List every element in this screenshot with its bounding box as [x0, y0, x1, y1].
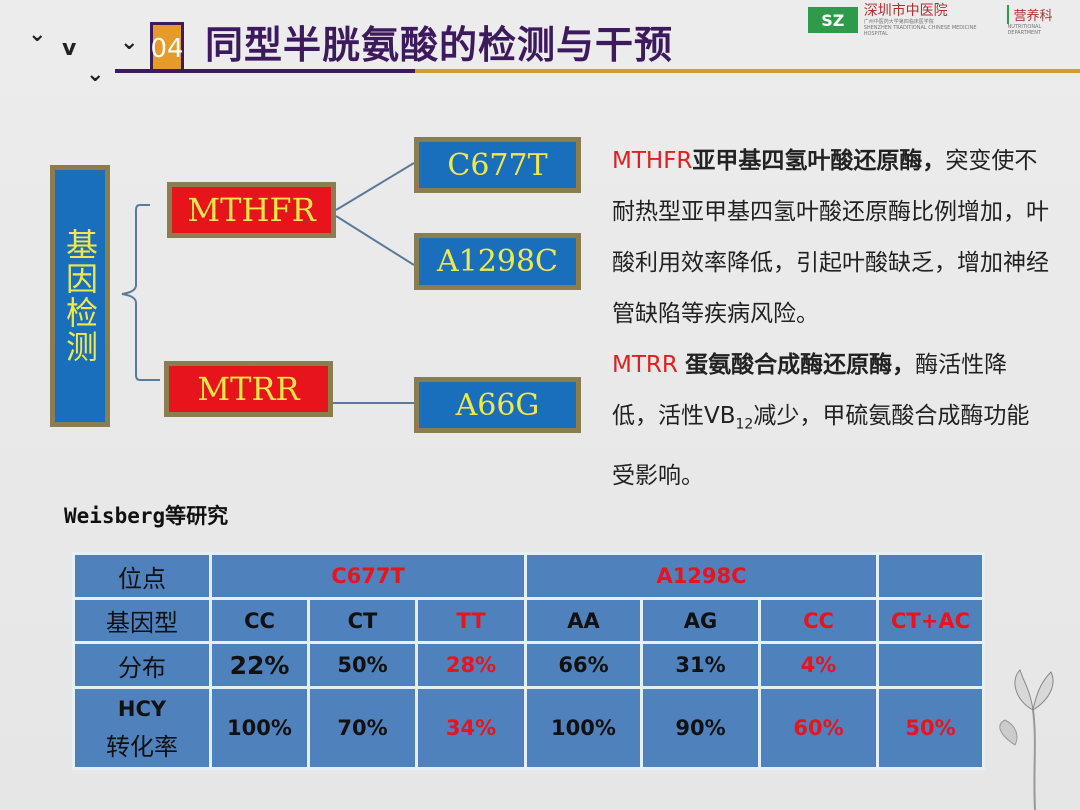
section-number: 04 [150, 22, 184, 72]
logo-subtitle-en: SHENZHEN TRADITIONAL CHINESE MEDICINE HO… [863, 24, 977, 37]
genotype-table: 位点 C677T A1298C 基因型 CC CT TT AA AG CC CT… [72, 552, 985, 770]
table-cell: A1298C [524, 552, 879, 600]
table-row: HCY 转化率 100% 70% 34% 100% 90% 60% 50% [72, 686, 985, 770]
table-cell: 22% [209, 641, 310, 689]
study-label: Weisberg等研究 [64, 500, 228, 530]
table-cell [876, 641, 985, 689]
bird-icon: ⌄ [120, 30, 139, 55]
hospital-logo: SZ 深圳市中医院 广州中医药大学第四临床医学院 SHENZHEN TRADIT… [808, 2, 1076, 37]
table-cell: CC [758, 597, 879, 644]
table-cell: 100% [524, 686, 643, 770]
variant-node-a66g: A66G [414, 377, 581, 433]
logo-name: 深圳市中医院 [863, 2, 948, 19]
table-cell: 60% [758, 686, 879, 770]
paragraph-text: 减少，甲硫氨酸合成酶功能受影响。 [612, 403, 1030, 489]
table-cell: 28% [415, 641, 527, 689]
bird-icon: v [62, 36, 77, 61]
logo-department-en: NUTRITIONAL DEPARTMENT [1007, 23, 1042, 36]
table-cell: C677T [209, 552, 527, 600]
connector-line [335, 162, 415, 211]
logo-mark: SZ [808, 7, 858, 33]
root-node: 基因检测 [50, 165, 110, 427]
table-cell: AG [640, 597, 761, 644]
table-cell: 50% [876, 686, 985, 770]
title-underline [115, 69, 415, 73]
table-cell: 100% [209, 686, 310, 770]
logo-subtitle: 广州中医药大学第四临床医学院 [863, 18, 934, 25]
logo-department: 营养科 [1007, 4, 1076, 24]
row-header: 分布 [72, 641, 212, 689]
bird-icon: ⌄ [28, 22, 47, 47]
variant-node-c677t: C677T [414, 137, 581, 193]
table-cell: 50% [307, 641, 418, 689]
row-header-line: HCY [117, 697, 167, 721]
connector-line [335, 215, 415, 266]
gene-name: MTHFR [612, 148, 693, 174]
table-cell: 34% [415, 686, 527, 770]
table-cell: 66% [524, 641, 643, 689]
gene-name: MTRR [612, 352, 686, 378]
enzyme-name: 亚甲基四氢叶酸还原酶， [692, 148, 946, 174]
table-cell: TT [415, 597, 527, 644]
table-cell: AA [524, 597, 643, 644]
study-author: Weisberg [64, 504, 166, 528]
page-title: 同型半胱氨酸的检测与干预 [205, 23, 674, 67]
table-cell: CT [307, 597, 418, 644]
table-cell [876, 552, 985, 600]
table-row: 基因型 CC CT TT AA AG CC CT+AC [72, 597, 985, 644]
paragraph-text: 突变使不耐热型亚甲基四氢叶酸还原酶比例增加，叶酸利用效率降低，引起叶酸缺乏，增加… [612, 148, 1049, 327]
subscript: 12 [735, 416, 754, 433]
variant-node-a1298c: A1298C [414, 233, 581, 290]
table-row: 分布 22% 50% 28% 66% 31% 4% [72, 641, 985, 689]
row-header: 位点 [72, 552, 212, 600]
mtrr-paragraph: MTRR 蛋氨酸合成酶还原酶，酶活性降低，活性VB12减少，甲硫氨酸合成酶功能受… [612, 340, 1052, 502]
paragraph-text: 酶活性降低，活性VB [612, 352, 1008, 429]
table-row: 位点 C677T A1298C [72, 552, 985, 600]
bird-icon: ⌄ [86, 62, 105, 87]
bracket [121, 204, 160, 381]
table-cell: CT+AC [876, 597, 985, 644]
table-cell: CC [209, 597, 310, 644]
table-cell: 31% [640, 641, 761, 689]
mthfr-paragraph: MTHFR亚甲基四氢叶酸还原酶，突变使不耐热型亚甲基四氢叶酸还原酶比例增加，叶酸… [612, 136, 1052, 340]
enzyme-name: 蛋氨酸合成酶还原酶， [685, 352, 916, 378]
table-cell: 4% [758, 641, 879, 689]
row-header-line: 转化率 [106, 733, 178, 761]
gene-node-mthfr: MTHFR [167, 182, 336, 238]
lotus-decoration-icon [999, 669, 1054, 810]
row-header: 基因型 [72, 597, 212, 644]
table-cell: 90% [640, 686, 761, 770]
study-suffix: 等研究 [165, 504, 229, 528]
description: MTHFR亚甲基四氢叶酸还原酶，突变使不耐热型亚甲基四氢叶酸还原酶比例增加，叶酸… [612, 136, 1052, 502]
title-underline-accent [415, 69, 1080, 73]
table-cell: 70% [307, 686, 418, 770]
gene-node-mtrr: MTRR [164, 361, 333, 417]
row-header: HCY 转化率 [72, 686, 212, 770]
